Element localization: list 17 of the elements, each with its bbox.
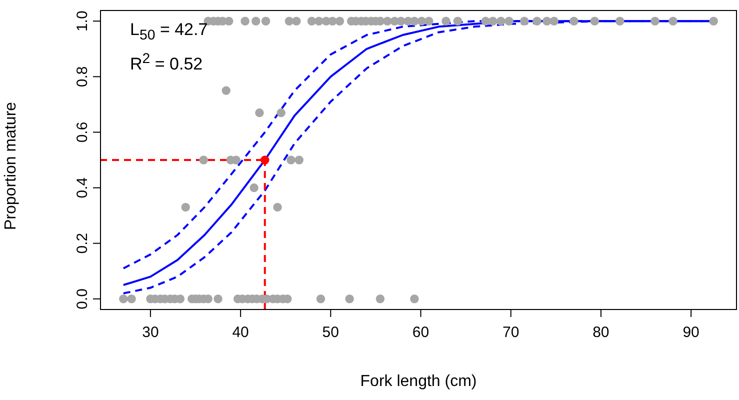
x-tick-label: 40 xyxy=(232,324,249,341)
y-tick-label: 0.8 xyxy=(74,66,91,88)
y-axis-title: Proportion mature xyxy=(2,102,20,230)
y-tick-label: 0.6 xyxy=(74,122,91,143)
x-tick-label: 80 xyxy=(592,324,610,341)
x-axis-title: Fork length (cm) xyxy=(360,373,477,390)
x-tick-label: 30 xyxy=(142,324,159,341)
x-tick-label: 50 xyxy=(322,324,339,341)
annotation: R$^{2}$ = 0.52 xyxy=(130,50,204,76)
x-tick-label: 90 xyxy=(682,324,700,341)
x-tick-label: 60 xyxy=(412,324,430,341)
annotation: L$_{50}$ = 42.7 xyxy=(130,19,208,46)
y-tick-label: 0.2 xyxy=(74,232,91,254)
y-tick-label: 0.0 xyxy=(74,288,91,310)
x-tick-label: 70 xyxy=(502,324,520,341)
y-tick-label: 0.4 xyxy=(74,177,91,198)
y-tick-label: 1.0 xyxy=(74,10,91,32)
